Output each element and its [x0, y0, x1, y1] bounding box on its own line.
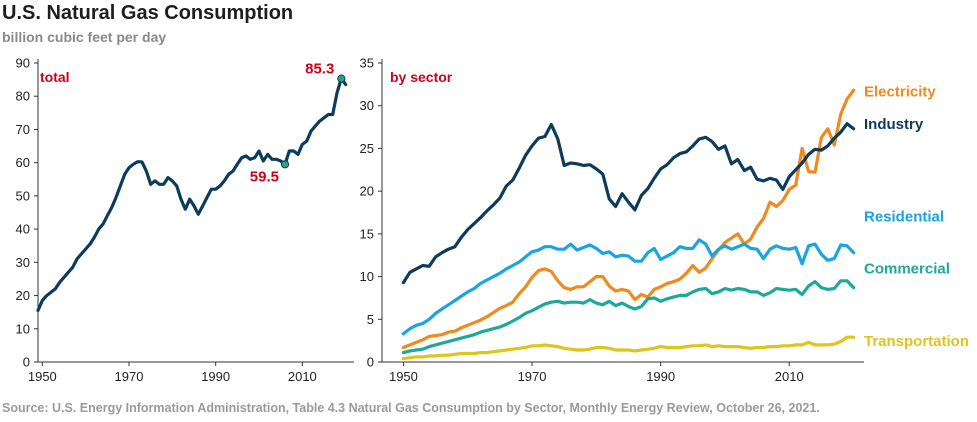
x-tick-label: 1950	[389, 369, 418, 384]
page-subtitle: billion cubic feet per day	[2, 29, 167, 45]
y-tick-label: 70	[16, 122, 30, 137]
x-tick-label: 1990	[201, 369, 230, 384]
x-tick-label: 1950	[28, 369, 57, 384]
annotation-label: 85.3	[305, 61, 334, 78]
series-line-transportation	[401, 335, 856, 361]
y-tick-label: 35	[360, 56, 374, 71]
source-note: Source: U.S. Energy Information Administ…	[2, 401, 820, 415]
y-tick-label: 0	[367, 355, 374, 370]
y-tick-label: 90	[16, 56, 30, 71]
x-tick-label: 2010	[775, 369, 804, 384]
y-tick-label: 40	[16, 222, 30, 237]
y-tick-label: 60	[16, 155, 30, 170]
y-tick-label: 50	[16, 188, 30, 203]
y-tick-label: 0	[23, 355, 30, 370]
panel-label: by sector	[390, 69, 453, 85]
panel-label: total	[40, 69, 70, 85]
annotation-marker	[280, 160, 290, 169]
series-label-industry: Industry	[864, 116, 924, 133]
y-tick-label: 5	[367, 312, 374, 327]
y-tick-label: 20	[360, 184, 374, 199]
y-tick-label: 10	[16, 321, 30, 336]
annotation-marker	[337, 74, 346, 83]
y-tick-label: 30	[16, 255, 30, 270]
series-line-electricity	[401, 88, 856, 350]
page-title: U.S. Natural Gas Consumption	[2, 2, 294, 24]
series-label-electricity: Electricity	[864, 83, 936, 100]
y-tick-label: 25	[360, 141, 374, 156]
y-tick-label: 20	[16, 288, 30, 303]
series-label-residential: Residential	[864, 209, 944, 226]
chart-panel-by-sector: 0 5 10 15 20 25 30 35 1950 1970 1990 2010 by sector E…	[360, 56, 969, 385]
x-tick-label: 1970	[115, 369, 144, 384]
series-line-commercial	[401, 279, 856, 355]
series-label-commercial: Commercial	[864, 261, 950, 278]
series-label-transportation: Transportation	[864, 333, 969, 350]
series-line-total	[36, 76, 348, 313]
y-tick-label: 80	[16, 89, 30, 104]
chart-panel-total: 0 10 20 30 40 50 60 70 80 90 1950 1970 1990 2010 total…	[16, 56, 354, 384]
x-tick-label: 1990	[646, 369, 675, 384]
annotation-label: 59.5	[250, 168, 279, 185]
x-tick-label: 2010	[288, 369, 317, 384]
y-tick-label: 30	[360, 98, 374, 113]
y-tick-label: 10	[360, 269, 374, 284]
series-line-residential	[401, 238, 856, 336]
series-line-industry	[401, 122, 856, 285]
x-tick-label: 1970	[518, 369, 547, 384]
y-tick-label: 15	[360, 226, 374, 241]
